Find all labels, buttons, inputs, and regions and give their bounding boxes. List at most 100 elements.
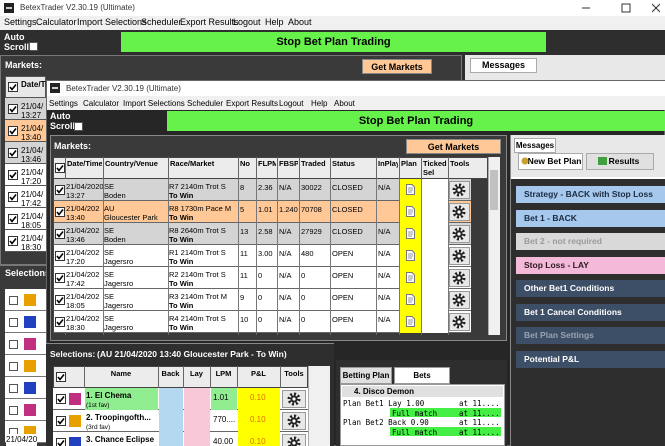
tab[interactable]: New Bet Plan [518,153,583,170]
checkbox[interactable] [29,42,38,51]
checkbox[interactable] [55,251,65,261]
menu-item[interactable]: Logout [279,99,304,108]
column-divider [421,245,422,267]
menu-item[interactable]: Help [265,17,284,27]
tools-button[interactable] [452,293,466,307]
tools-button[interactable] [287,436,301,446]
menu-item[interactable]: Settings [49,99,78,108]
checkbox[interactable] [56,372,66,382]
get-markets-button[interactable]: Get Markets [406,139,501,154]
pnl-value: 0.10 [250,437,266,446]
column-divider [299,289,300,311]
checkbox[interactable] [8,214,18,224]
menu-item[interactable]: Help [311,99,328,108]
checkbox[interactable] [9,340,18,349]
plan-icon[interactable] [406,206,415,217]
tools-button[interactable] [452,183,466,197]
tools-button[interactable] [452,205,466,219]
plan-section[interactable]: Bet 2 - not required [516,233,665,250]
lay-cell[interactable] [184,410,210,432]
checkbox[interactable] [9,362,18,371]
menu-item[interactable]: Logout [233,17,261,27]
checkbox[interactable] [9,384,18,393]
checkbox[interactable] [8,148,18,158]
menu-item[interactable]: Import Selections [123,99,185,108]
checkbox[interactable] [56,394,66,404]
menu-item[interactable]: About [334,99,355,108]
trading-button[interactable]: Stop Bet Plan Trading [167,111,665,131]
tab[interactable]: Betting Plan [340,367,392,384]
messages-tab[interactable]: Messages [514,138,556,153]
plan-icon[interactable] [406,250,415,261]
column-divider [299,223,300,245]
checkbox[interactable] [8,170,18,180]
tools-button[interactable] [452,271,466,285]
tools-button[interactable] [287,414,301,428]
menu-item[interactable]: Export Results [180,17,239,27]
lay-cell[interactable] [184,388,210,410]
plan-icon[interactable] [406,272,415,283]
lay-cell[interactable] [184,432,210,446]
column-header: P&L [251,369,266,378]
trading-button[interactable]: Stop Bet Plan Trading [121,32,546,52]
checkbox[interactable] [55,229,65,239]
plan-section[interactable]: Bet 1 - BACK [516,209,665,227]
checkbox[interactable] [55,295,65,305]
plan-section[interactable]: Bet Plan Settings [516,327,665,344]
column-divider [421,179,422,201]
menu-item[interactable]: Calculator [36,17,77,27]
menu-item[interactable]: Settings [4,17,37,27]
window-controls[interactable] [578,2,662,14]
plan-section[interactable]: Potential P&L [516,350,665,368]
plan-icon[interactable] [406,316,415,327]
tab[interactable]: Bets [394,367,450,384]
plan-icon[interactable] [406,294,415,305]
menu-item[interactable]: Calculator [83,99,120,108]
checkbox[interactable] [55,163,65,173]
checkbox[interactable] [8,126,18,136]
tools-button[interactable] [452,315,466,329]
checkbox[interactable] [56,438,66,446]
checkbox[interactable] [55,185,65,195]
plan-section[interactable]: Strategy - BACK with Stop Loss [516,186,665,203]
plan-icon[interactable] [406,228,415,239]
tools-button[interactable] [452,249,466,263]
back-cell[interactable] [159,388,183,410]
tab[interactable]: Results [586,153,654,170]
silks-icon [24,360,36,372]
checkbox[interactable] [55,317,65,327]
checkbox[interactable] [8,104,18,114]
plan-section[interactable]: Stop Loss - LAY [516,256,665,274]
checkbox[interactable] [9,318,18,327]
checkbox[interactable] [74,122,83,131]
auto-scroll[interactable]: Auto Scroll [50,111,76,131]
menu-item[interactable]: Import Selections [77,17,147,27]
runner-name: 2. Troopingofth... [86,413,151,422]
plan-section[interactable]: Other Bet1 Conditions [516,280,665,297]
checkbox[interactable] [9,406,18,415]
checkbox[interactable] [8,236,18,246]
market-cell: To Win [169,323,194,332]
back-cell[interactable] [159,410,183,432]
auto-scroll[interactable]: Auto Scroll [4,32,30,52]
checkbox[interactable] [55,207,65,217]
inplay-cell: N/A [378,249,391,258]
menu-item[interactable]: Scheduler [141,17,182,27]
checkbox[interactable] [9,296,18,305]
menu-item[interactable]: Scheduler [187,99,224,108]
checkbox[interactable] [8,192,18,202]
checkbox[interactable] [8,82,18,92]
venue-cell: Jagersro [104,279,134,288]
get-markets-button[interactable]: Get Markets [362,59,432,74]
menu-item[interactable]: About [288,17,312,27]
tools-button[interactable] [287,392,301,406]
messages-tab[interactable]: Messages [470,58,537,73]
tools-button[interactable] [452,227,466,241]
plan-section[interactable]: Bet 1 Cancel Conditions [516,303,665,321]
back-cell[interactable] [159,432,183,446]
plan-icon[interactable] [406,184,415,195]
menu-item[interactable]: Export Results [226,99,279,108]
checkbox[interactable] [56,416,66,426]
checkbox[interactable] [55,273,65,283]
